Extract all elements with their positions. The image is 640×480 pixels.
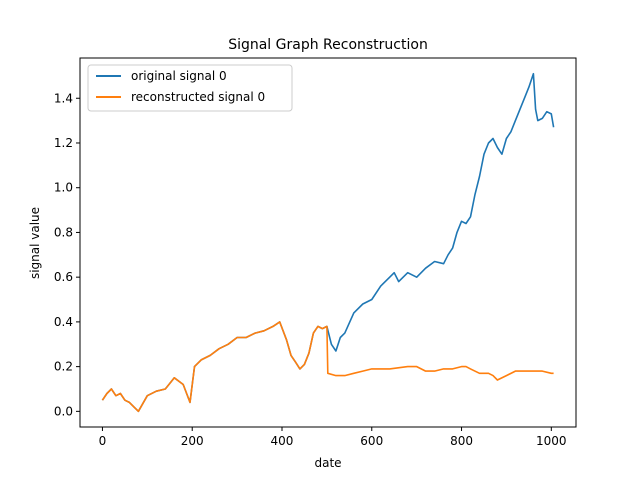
y-ticks: 0.0 0.2 0.4 0.6 0.8 1.0 1.2 1.4 bbox=[54, 91, 80, 418]
y-tick-label: 0.4 bbox=[54, 315, 73, 329]
y-tick-label: 1.4 bbox=[54, 91, 73, 105]
y-tick-label: 0.8 bbox=[54, 225, 73, 239]
x-tick-label: 800 bbox=[450, 434, 473, 448]
x-tick-label: 400 bbox=[271, 434, 294, 448]
series-layer bbox=[101, 72, 555, 413]
legend-label-reconstructed: reconstructed signal 0 bbox=[131, 90, 265, 104]
y-tick-label: 1.2 bbox=[54, 136, 73, 150]
series-line-1 bbox=[101, 321, 554, 413]
legend-label-original: original signal 0 bbox=[131, 69, 227, 83]
x-tick-label: 600 bbox=[360, 434, 383, 448]
x-tick-label: 0 bbox=[99, 434, 107, 448]
y-tick-label: 0.2 bbox=[54, 360, 73, 374]
x-axis-label: date bbox=[314, 456, 341, 470]
x-ticks: 0 200 400 600 800 1000 bbox=[99, 427, 567, 448]
y-tick-label: 1.0 bbox=[54, 181, 73, 195]
legend: original signal 0 reconstructed signal 0 bbox=[87, 64, 293, 112]
x-tick-label: 1000 bbox=[536, 434, 567, 448]
y-tick-label: 0.6 bbox=[54, 270, 73, 284]
legend-box bbox=[87, 64, 293, 112]
y-tick-label: 0.0 bbox=[54, 404, 73, 418]
y-axis-label: signal value bbox=[28, 207, 42, 279]
plot-frame bbox=[79, 57, 577, 428]
chart-title: Signal Graph Reconstruction bbox=[228, 37, 428, 53]
x-tick-label: 200 bbox=[181, 434, 204, 448]
